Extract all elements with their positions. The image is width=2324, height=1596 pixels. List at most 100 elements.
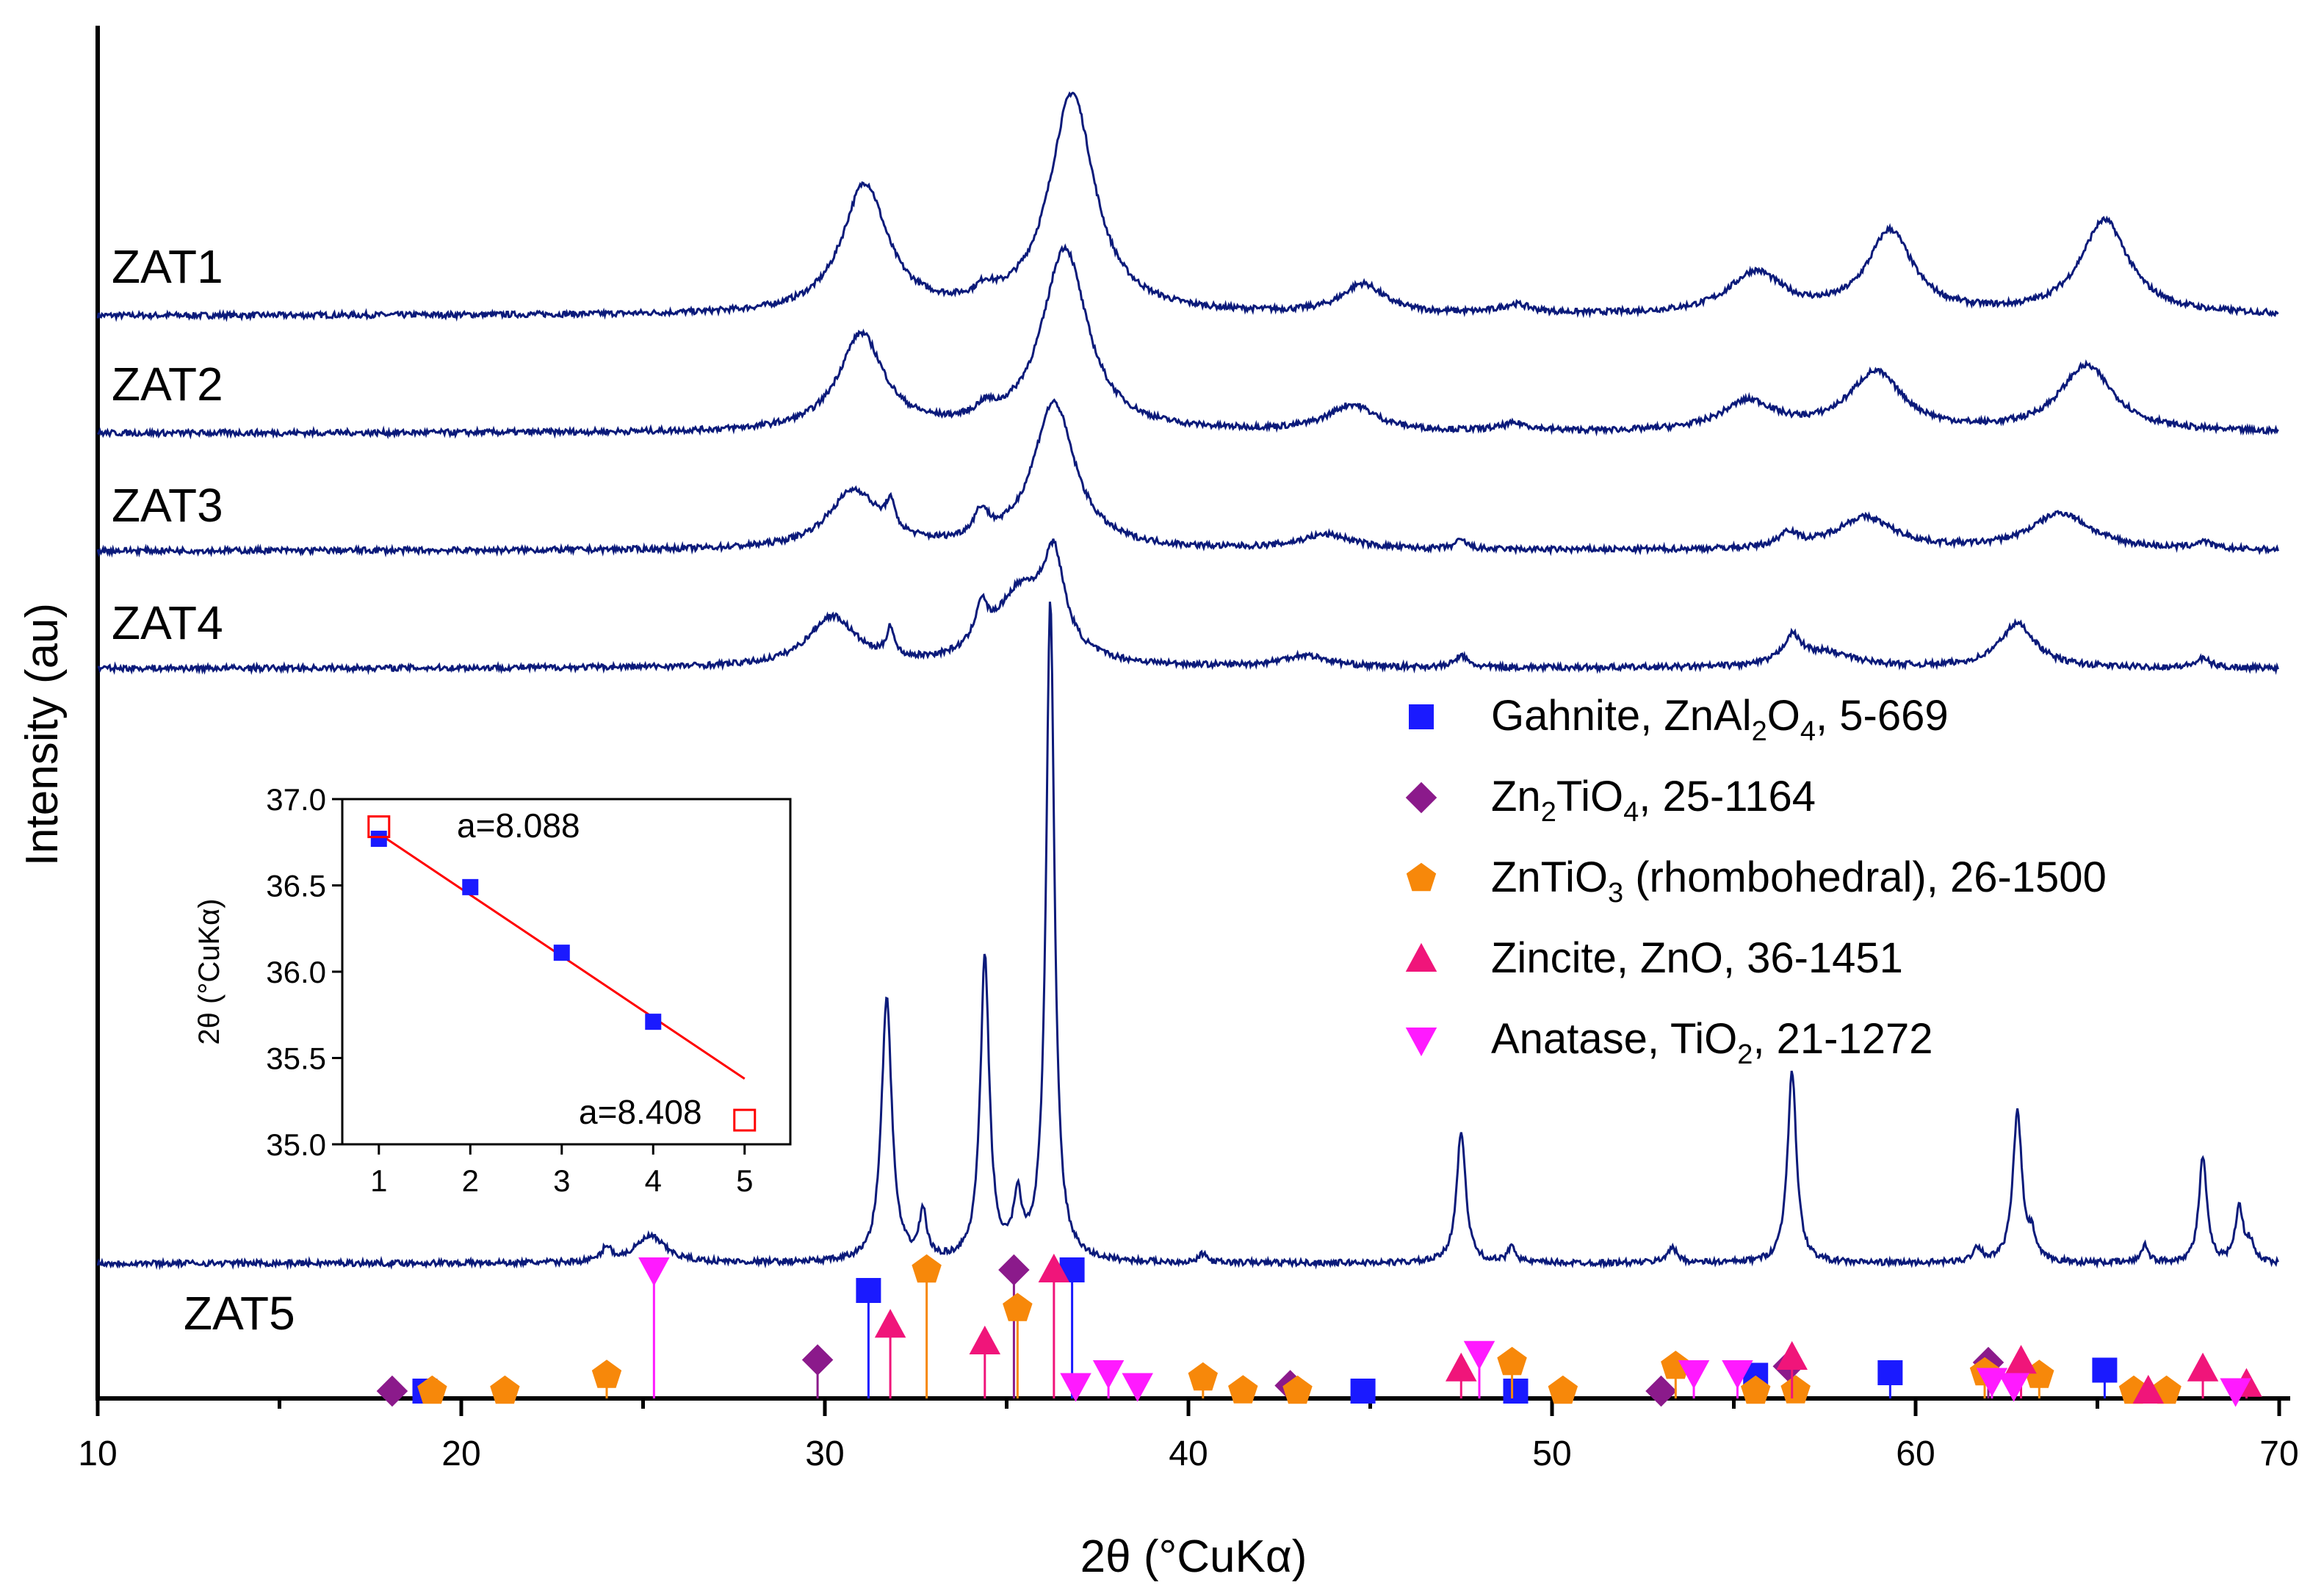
legend-label: Gahnite, ZnAl2O4, 5-669 [1491, 692, 1949, 747]
inset-x-tick-label: 5 [736, 1163, 753, 1198]
reference-marker [1122, 1373, 1153, 1402]
inset-x-tick-label: 1 [370, 1163, 387, 1198]
inset-y-tick-label: 36.5 [266, 869, 326, 903]
x-axis-label: 2θ (°CuKα) [1080, 1531, 1307, 1582]
inset-point [645, 1014, 662, 1030]
series-zat3 [96, 398, 2279, 558]
phase-zincite [874, 1253, 2262, 1404]
reference-marker [998, 1254, 1030, 1286]
inset-y-tick-label: 35.0 [266, 1127, 326, 1162]
inset-x-tick-label: 3 [553, 1163, 570, 1198]
legend-marker [1405, 942, 1437, 972]
legend-marker [1409, 704, 1434, 729]
pattern-series [96, 91, 2279, 1271]
inset-open-point [733, 1108, 757, 1132]
reference-marker [1645, 1375, 1677, 1407]
legend-label: Zn2TiO4, 25-1164 [1491, 773, 1816, 828]
x-tick-label: 70 [2259, 1434, 2298, 1473]
phase-anatase [638, 1257, 2251, 1407]
inset-point [553, 945, 570, 961]
reference-marker [2132, 1374, 2165, 1404]
reference-marker [1678, 1360, 1710, 1390]
phase-gahnite [412, 1257, 2118, 1404]
inset-point [370, 831, 387, 848]
reference-marker [638, 1257, 670, 1287]
reference-marker [2187, 1352, 2219, 1382]
reference-marker [1463, 1340, 1495, 1370]
phase-zntio3 [417, 1254, 2182, 1404]
reference-marker [2220, 1378, 2251, 1407]
series-zat1 [96, 91, 2279, 322]
y-axis-label: Intensity (au) [17, 603, 68, 866]
legend-marker [1405, 1028, 1437, 1057]
reference-marker [801, 1344, 834, 1376]
series-zat4 [97, 538, 2279, 676]
reference-marker [1722, 1360, 1753, 1390]
reference-marker [1497, 1346, 1527, 1376]
legend: Gahnite, ZnAl2O4, 5-669 Zn2TiO4, 25-1164 Z… [1405, 692, 2107, 1070]
reference-marker [490, 1375, 520, 1404]
legend-label: Anatase, TiO2, 21-1272 [1491, 1015, 1933, 1070]
reference-marker [1661, 1351, 1691, 1379]
reference-marker [1282, 1375, 1313, 1404]
series-zat5 [96, 602, 2279, 1271]
series-label: ZAT4 [112, 596, 223, 649]
inset-point [462, 878, 479, 895]
reference-marker [1503, 1379, 1529, 1404]
reference-marker [1548, 1375, 1578, 1404]
series-label: ZAT3 [112, 479, 223, 532]
series-label: ZAT5 [184, 1287, 295, 1340]
reference-marker [856, 1278, 881, 1303]
reference-marker [1877, 1360, 1903, 1385]
inset-x-tick-label: 2 [462, 1163, 479, 1198]
reference-phase-sticks [376, 1253, 2262, 1407]
reference-marker [1350, 1379, 1376, 1404]
x-tick-label: 50 [1532, 1434, 1571, 1473]
legend-marker [1405, 781, 1437, 814]
legend-marker [1406, 862, 1437, 892]
reference-marker [376, 1375, 408, 1407]
reference-marker [1780, 1375, 1811, 1404]
reference-marker [912, 1254, 942, 1283]
reference-marker [969, 1325, 1001, 1354]
reference-marker [1776, 1340, 1808, 1370]
x-tick-label: 60 [1896, 1434, 1935, 1473]
inset-open-point [367, 815, 391, 839]
reference-marker [2092, 1357, 2118, 1383]
reference-marker [1188, 1362, 1218, 1391]
reference-marker [1998, 1373, 2029, 1402]
inset-annotation: a=8.408 [579, 1093, 702, 1131]
series-label: ZAT2 [112, 358, 223, 411]
reference-marker [1741, 1375, 1771, 1404]
reference-marker [591, 1360, 622, 1388]
x-tick-label: 30 [805, 1434, 844, 1473]
x-tick-label: 20 [441, 1434, 480, 1473]
inset-frame [341, 798, 792, 1146]
x-tick-label: 10 [78, 1434, 117, 1473]
legend-label: Zincite, ZnO, 36-1451 [1491, 934, 1903, 982]
inset-annotation: a=8.088 [457, 806, 580, 845]
inset-y-tick-label: 36.0 [266, 955, 326, 989]
inset-y-tick-label: 37.0 [266, 782, 326, 817]
legend-label: ZnTiO3 (rhombohedral), 26-1500 [1491, 853, 2107, 909]
reference-marker [1446, 1352, 1477, 1382]
reference-marker [1228, 1375, 1258, 1404]
series-label: ZAT1 [112, 240, 223, 293]
reference-marker [1003, 1293, 1033, 1321]
reference-marker [1060, 1373, 1091, 1402]
series-zat2 [97, 243, 2279, 440]
inset-y-label: 2θ (°CuKα) [193, 898, 225, 1044]
reference-marker [2005, 1345, 2037, 1374]
inset-x-tick-label: 4 [645, 1163, 662, 1198]
reference-marker [1038, 1253, 1070, 1282]
lattice-inset: 2θ (°CuKα) 1 2 3 4 5 35.0 35.5 36.0 36.5 37.0 a=8.… [193, 782, 792, 1198]
reference-marker [874, 1309, 906, 1338]
x-axis-tick-labels: 10 20 30 40 50 60 70 [78, 1434, 2298, 1473]
reference-marker [1092, 1360, 1125, 1390]
x-axis-ticks [95, 1398, 2281, 1416]
inset-y-tick-label: 35.5 [266, 1041, 326, 1076]
reference-marker [417, 1375, 447, 1404]
series-labels: ZAT1 ZAT2 ZAT3 ZAT4 ZAT5 [112, 240, 295, 1340]
x-tick-label: 40 [1169, 1434, 1208, 1473]
